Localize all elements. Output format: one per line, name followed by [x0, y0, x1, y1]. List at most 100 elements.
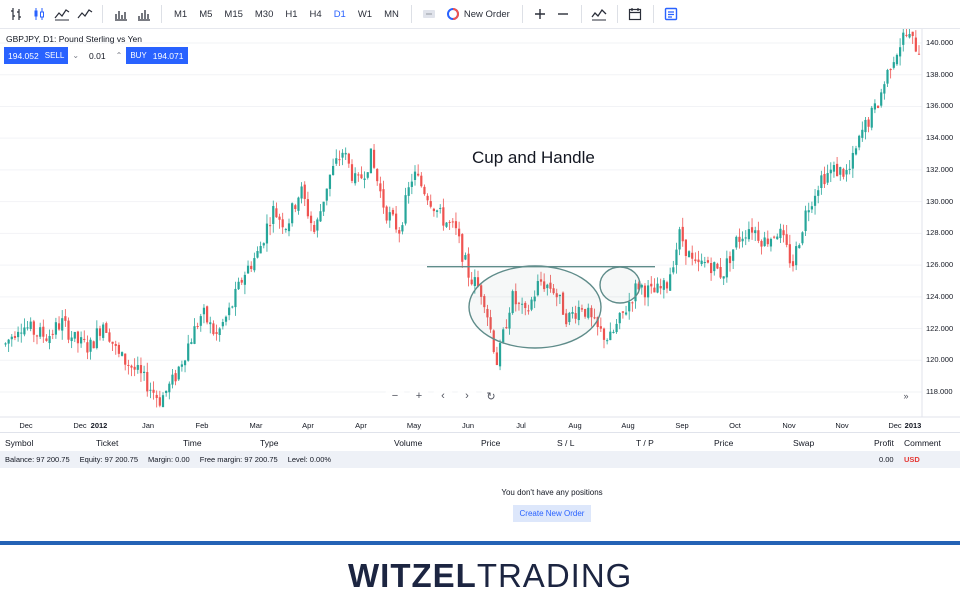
zoom-out-button[interactable]: − — [385, 386, 405, 406]
column-profit[interactable]: Profit — [874, 438, 894, 448]
timeframe-h4[interactable]: H4 — [309, 8, 322, 20]
calendar-icon[interactable] — [624, 3, 647, 26]
chevron-down-icon[interactable]: ⌄ — [72, 51, 80, 60]
candle-up — [335, 158, 338, 164]
candle-down — [64, 316, 67, 321]
trade-history-icon[interactable] — [660, 3, 683, 26]
candles-icon[interactable] — [27, 3, 50, 26]
candle-up — [672, 267, 675, 273]
tick-volume-icon[interactable] — [132, 3, 155, 26]
candle-down — [785, 234, 788, 245]
timeframe-mn[interactable]: MN — [384, 8, 399, 20]
zoom-in-icon[interactable] — [529, 3, 552, 26]
candle-up — [26, 327, 29, 329]
zoom-in-button[interactable]: + — [409, 386, 429, 406]
candle-up — [612, 331, 615, 333]
candle-up — [265, 223, 269, 244]
column-type[interactable]: Type — [260, 438, 279, 448]
timeframe-m5[interactable]: M5 — [199, 8, 213, 20]
chart-area[interactable]: GBPJPY, D1: Pound Sterling vs Yen 194.05… — [0, 29, 960, 432]
price-axis-label: 126.000 — [926, 260, 954, 270]
candle-up — [183, 360, 187, 366]
indicators-icon[interactable] — [588, 3, 611, 26]
candle-down — [275, 208, 278, 218]
candle-down — [347, 153, 350, 164]
timeframe-m30[interactable]: M30 — [254, 8, 274, 20]
handle-ellipse[interactable] — [599, 266, 641, 304]
candle-up — [61, 318, 64, 331]
buy-button[interactable]: BUY 194.071 — [126, 47, 188, 64]
candle-up — [725, 258, 728, 278]
chevron-up-icon[interactable]: ⌃ — [115, 51, 123, 60]
candle-up — [533, 296, 536, 302]
candle-up — [17, 331, 20, 338]
candle-up — [445, 222, 448, 227]
cup-ellipse[interactable] — [468, 265, 602, 349]
column-swap[interactable]: Swap — [793, 438, 815, 448]
volume-bars-icon[interactable] — [109, 3, 132, 26]
candle-down — [357, 174, 360, 176]
candle-down — [514, 291, 517, 305]
candle-down — [155, 394, 158, 399]
one-click-trading-icon[interactable] — [418, 3, 441, 26]
candle-down — [565, 313, 568, 325]
candle-up — [120, 352, 124, 356]
candle-up — [23, 327, 26, 335]
reset-chart-button[interactable]: ↻ — [481, 386, 501, 406]
candle-up — [571, 312, 574, 314]
price-chart[interactable] — [0, 29, 960, 432]
timeframe-d1[interactable]: D1 — [333, 8, 346, 20]
column-current-price[interactable]: Price — [714, 438, 734, 448]
candle-up — [703, 262, 706, 264]
column-volume[interactable]: Volume — [394, 438, 423, 448]
column-comment[interactable]: Comment — [904, 438, 941, 448]
timeframe-m15[interactable]: M15 — [224, 8, 243, 20]
candle-up — [858, 135, 861, 148]
candle-up — [401, 225, 404, 232]
candle-up — [228, 307, 231, 316]
sell-button[interactable]: 194.052 SELL — [4, 47, 69, 64]
candle-down — [561, 292, 565, 315]
bar-chart-icon[interactable] — [4, 3, 27, 26]
column-price[interactable]: Price — [481, 438, 501, 448]
area-chart-icon[interactable] — [73, 3, 96, 26]
candle-up — [656, 283, 659, 293]
candle-down — [710, 263, 713, 274]
column-ticket[interactable]: Ticket — [96, 438, 119, 448]
timeframe-m1[interactable]: M1 — [174, 8, 188, 20]
candle-up — [319, 211, 322, 222]
candle-down — [480, 285, 483, 297]
candle-up — [795, 246, 798, 266]
new-order-button[interactable]: New Order — [441, 3, 516, 26]
time-axis-label: Jun — [461, 421, 475, 430]
column-stop-loss[interactable]: S / L — [557, 438, 575, 448]
candle-up — [39, 327, 42, 337]
candle-down — [395, 213, 398, 230]
candle-up — [246, 265, 250, 274]
candle-up — [810, 206, 813, 210]
price-axis-label: 122.000 — [926, 323, 954, 333]
quantity-stepper[interactable]: ⌄ 0.01 ⌃ — [68, 47, 127, 64]
candle-down — [470, 279, 473, 285]
zoom-out-icon[interactable] — [552, 3, 575, 26]
candle-down — [45, 338, 48, 341]
total-profit-value: 0.00 — [879, 455, 894, 464]
column-take-profit[interactable]: T / P — [636, 438, 654, 448]
column-symbol[interactable]: Symbol — [5, 438, 34, 448]
line-chart-icon[interactable] — [50, 3, 73, 26]
equity-value: Equity: 97 200.75 — [79, 455, 139, 464]
candle-down — [590, 307, 593, 318]
candle-down — [842, 168, 845, 177]
scroll-right-button[interactable]: › — [457, 386, 477, 406]
scroll-to-realtime-button[interactable]: » — [903, 391, 909, 401]
candle-down — [697, 259, 700, 263]
candle-down — [306, 199, 309, 217]
timeframe-w1[interactable]: W1 — [357, 8, 373, 20]
timeframe-h1[interactable]: H1 — [285, 8, 298, 20]
scroll-left-button[interactable]: ‹ — [433, 386, 453, 406]
column-time[interactable]: Time — [183, 438, 202, 448]
candle-down — [791, 261, 795, 267]
quantity-value[interactable]: 0.01 — [89, 50, 106, 61]
candle-up — [291, 203, 294, 224]
create-new-order-button[interactable]: Create New Order — [513, 505, 591, 522]
